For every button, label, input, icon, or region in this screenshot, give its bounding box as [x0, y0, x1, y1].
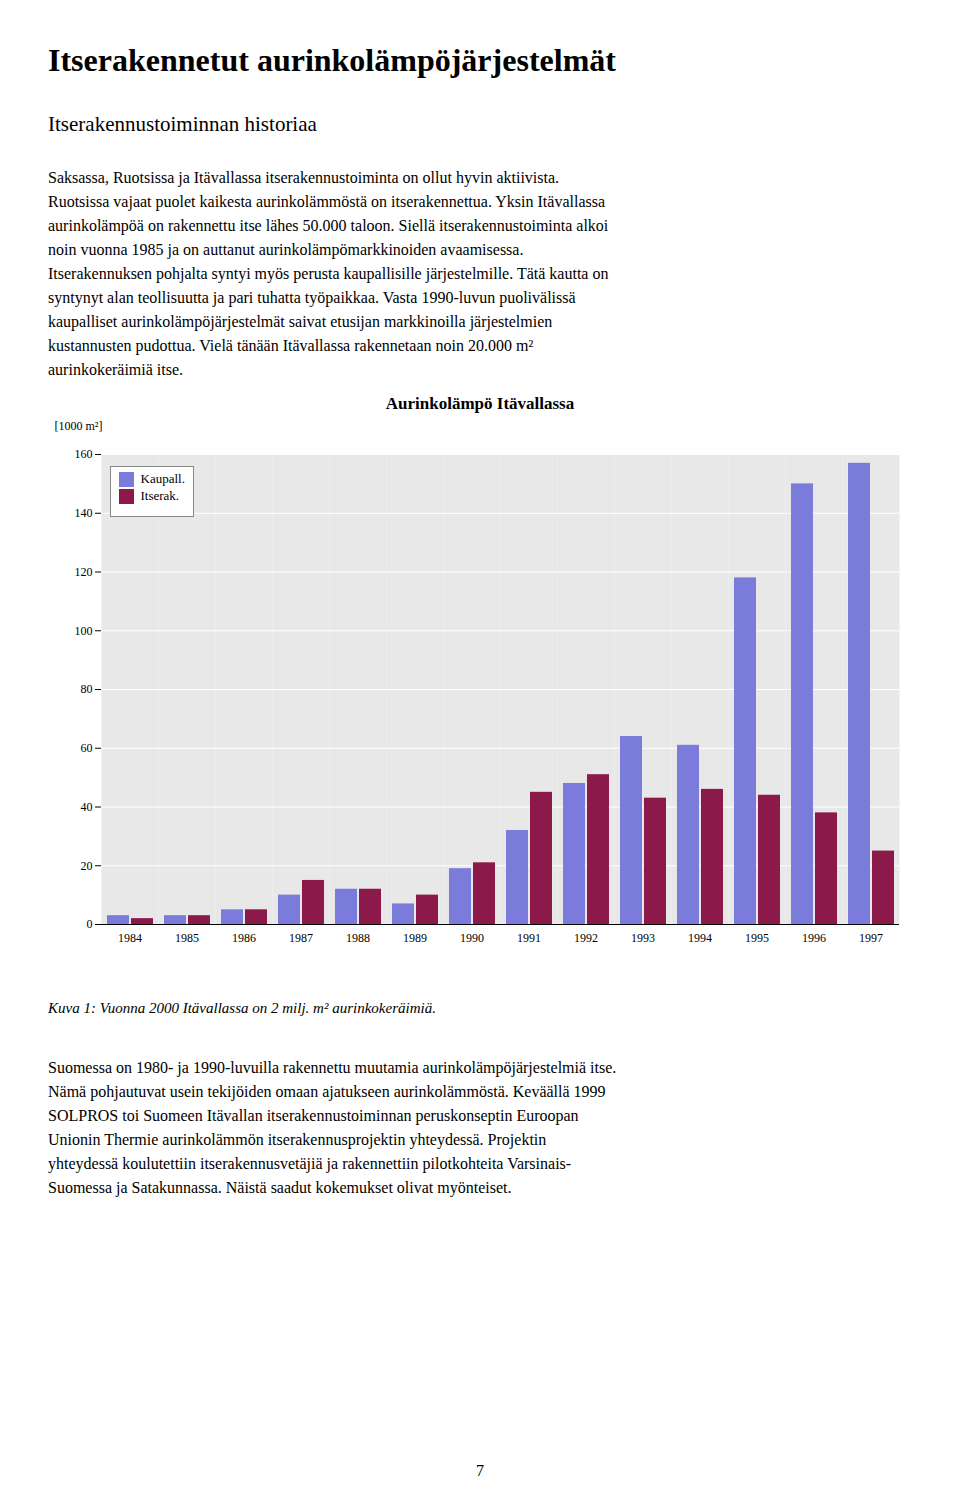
html-text:Suomessa on 1980- ja 1990-luvu: Suomessa on 1980- ja 1990-luvuilla raken… [48, 1059, 617, 1076]
html-text:syntynyt alan teollisuutta ja: syntynyt alan teollisuutta ja pari tuhat… [48, 289, 576, 306]
html-text:Saksassa, Ruotsissa ja Itävall: Saksassa, Ruotsissa ja Itävallassa itser… [48, 169, 559, 186]
svg-text:1989: 1989 [403, 931, 427, 945]
html-text:Itserak.: Itserak. [140, 488, 180, 503]
html-text:Kuva 1: Vuonna 2000 Itävallass: Kuva 1: Vuonna 2000 Itävallassa on 2 mil… [48, 1000, 436, 1016]
svg-text:[1000 m²]: [1000 m²] [55, 419, 103, 433]
html-text:Itserakennuksen pohjalta synty: Itserakennuksen pohjalta syntyi myös per… [48, 265, 609, 282]
svg-text:1993: 1993 [631, 931, 655, 945]
svg-text:1990: 1990 [460, 931, 484, 945]
html-text:Itserakennustoiminnan historia: Itserakennustoiminnan historiaa [48, 112, 317, 136]
svg-text:1996: 1996 [802, 931, 826, 945]
html-text:Nämä pohjautuvat usein tekijöi: Nämä pohjautuvat usein tekijöiden omaan … [48, 1083, 606, 1100]
svg-text:140: 140 [75, 506, 93, 520]
svg-text:1991: 1991 [517, 931, 541, 945]
html-text:Kaupall.: Kaupall. [140, 471, 185, 486]
svg-text:1992: 1992 [574, 931, 598, 945]
svg-text:1987: 1987 [289, 931, 313, 945]
html-text:SOLPROS toi Suomeen Itävallan: SOLPROS toi Suomeen Itävallan itserakenn… [48, 1107, 579, 1124]
html-text:yhteydessä koulutettiin itsera: yhteydessä koulutettiin itserakennusvetä… [48, 1155, 572, 1172]
svg-text:80: 80 [81, 682, 93, 696]
svg-text:1997: 1997 [859, 931, 883, 945]
svg-text:1986: 1986 [232, 931, 256, 945]
svg-text:1988: 1988 [346, 931, 370, 945]
svg-text:60: 60 [81, 741, 93, 755]
svg-text:1995: 1995 [745, 931, 769, 945]
svg-text:100: 100 [75, 624, 93, 638]
html-text:kaupalliset aurinkolämpöjärjes: kaupalliset aurinkolämpöjärjestelmät sai… [48, 313, 553, 330]
svg-text:160: 160 [75, 447, 93, 461]
svg-text:0: 0 [87, 917, 93, 931]
html-text:Unionin Thermie aurinkolämmön: Unionin Thermie aurinkolämmön itserakenn… [48, 1131, 547, 1148]
html-text:kustannusten pudottua. Vielä t: kustannusten pudottua. Vielä tänään Itäv… [48, 337, 534, 354]
svg-text:1994: 1994 [688, 931, 712, 945]
html-text:noin vuonna 1985 ja on auttanu: noin vuonna 1985 ja on auttanut aurinkol… [48, 241, 524, 258]
html-text:Suomessa ja Satakunnassa. Näis: Suomessa ja Satakunnassa. Näistä saadut … [48, 1179, 512, 1196]
html-text:aurinkolämpöä on rakennettu it: aurinkolämpöä on rakennettu itse lähes 5… [48, 217, 609, 234]
html-text:Ruotsissa vajaat puolet kaikes: Ruotsissa vajaat puolet kaikesta aurinko… [48, 193, 605, 210]
svg-text:1985: 1985 [175, 931, 199, 945]
svg-text:120: 120 [75, 565, 93, 579]
html-text:Aurinkolämpö Itävallassa: Aurinkolämpö Itävallassa [385, 394, 575, 413]
svg-text:1984: 1984 [118, 931, 142, 945]
html-text:7: 7 [476, 1462, 484, 1479]
html-text:aurinkokeräimiä itse.: aurinkokeräimiä itse. [48, 361, 184, 378]
svg-text:40: 40 [81, 800, 93, 814]
html-text:Itserakennetut aurinkolämpöjär: Itserakennetut aurinkolämpöjärjestelmät [48, 42, 616, 78]
svg-text:20: 20 [81, 859, 93, 873]
